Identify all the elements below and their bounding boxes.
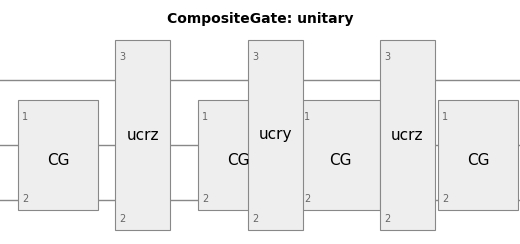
Bar — [18, 100, 98, 210]
Text: CG: CG — [227, 153, 249, 168]
Text: 2: 2 — [252, 214, 258, 224]
Text: CG: CG — [467, 153, 489, 168]
Text: 3: 3 — [119, 52, 125, 62]
Text: 1: 1 — [442, 112, 448, 122]
Text: 1: 1 — [304, 112, 310, 122]
Bar — [198, 100, 278, 210]
Text: 2: 2 — [442, 194, 448, 204]
Text: 2: 2 — [384, 214, 390, 224]
Bar — [380, 40, 435, 230]
Text: ucrz: ucrz — [391, 128, 424, 142]
Text: ucry: ucry — [259, 128, 292, 142]
Text: 1: 1 — [202, 112, 208, 122]
Text: 2: 2 — [304, 194, 310, 204]
Text: 1: 1 — [22, 112, 28, 122]
Text: 3: 3 — [252, 52, 258, 62]
Text: 3: 3 — [384, 52, 390, 62]
Text: CompositeGate: unitary: CompositeGate: unitary — [167, 12, 353, 26]
Bar — [300, 100, 380, 210]
Text: ucrz: ucrz — [126, 128, 159, 142]
Bar — [248, 40, 303, 230]
Bar — [438, 100, 518, 210]
Text: CG: CG — [329, 153, 351, 168]
Text: 2: 2 — [22, 194, 28, 204]
Text: 2: 2 — [119, 214, 125, 224]
Text: 2: 2 — [202, 194, 208, 204]
Text: CG: CG — [47, 153, 69, 168]
Bar — [115, 40, 170, 230]
